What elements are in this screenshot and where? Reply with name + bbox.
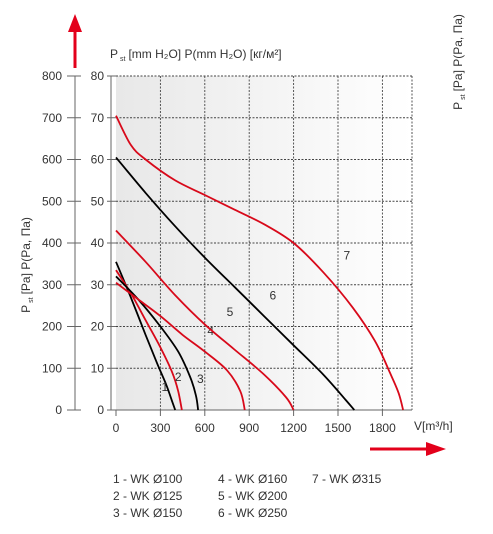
y-tick-label-mm: 70 — [91, 111, 105, 125]
y-axis-label-left: Pst[Pa] P(Pa, Па) — [19, 217, 35, 313]
y-tick-label-mm: 30 — [91, 278, 105, 292]
y-tick-label-mm: 80 — [91, 69, 105, 83]
y-axis-ticks: 0 0 100 10 200 20 300 30 400 40 500 50 600 60 700 70 800… — [42, 69, 116, 417]
curve-wk-4 — [115, 281, 246, 411]
curve-label-3: 3 — [197, 372, 204, 386]
y-tick-label-mm: 10 — [91, 361, 105, 375]
y-tick-label-pa: 400 — [42, 236, 62, 250]
y-tick-label-pa: 800 — [42, 69, 62, 83]
y-tick-label-pa: 0 — [55, 403, 62, 417]
legend-item: 4 - WK Ø160 — [218, 472, 288, 486]
x-tick-label: 300 — [150, 421, 170, 435]
curve-label-6: 6 — [270, 288, 277, 302]
curve-label-1: 1 — [161, 380, 168, 394]
y-tick-label-mm: 60 — [91, 153, 105, 167]
y-tick-label-pa: 700 — [42, 111, 62, 125]
curve-wk-5 — [115, 229, 295, 411]
y-axis-arrow-head — [68, 14, 82, 32]
curve-label-7: 7 — [344, 249, 351, 263]
x-tick-label: 0 — [113, 421, 120, 435]
legend-item: 6 - WK Ø250 — [218, 506, 288, 520]
y-axis-label-right: Pst[Pa] P(Pa, Па) — [451, 14, 467, 110]
x-tick-label: 1800 — [369, 421, 396, 435]
y-tick-label-mm: 0 — [97, 403, 104, 417]
x-axis-label: V[m³/h] — [414, 419, 453, 433]
legend-item: 1 - WK Ø100 — [113, 472, 183, 486]
y-tick-label-pa: 500 — [42, 194, 62, 208]
legend-item: 5 - WK Ø200 — [218, 489, 288, 503]
y-tick-label-pa: 600 — [42, 153, 62, 167]
curve-label-2: 2 — [175, 370, 182, 384]
curve-wk-7 — [115, 115, 404, 411]
curve-wk-6 — [115, 156, 355, 411]
y-tick-label-pa: 200 — [42, 320, 62, 334]
legend-item: 3 - WK Ø150 — [113, 506, 183, 520]
legend: 1 - WK Ø100 2 - WK Ø125 3 - WK Ø150 4 - … — [113, 472, 382, 520]
y-tick-label-mm: 40 — [91, 236, 105, 250]
legend-item: 7 - WK Ø315 — [312, 472, 382, 486]
y-tick-label-mm: 20 — [91, 320, 105, 334]
x-tick-label: 1200 — [280, 421, 307, 435]
y-tick-label-mm: 50 — [91, 194, 105, 208]
x-tick-label: 1500 — [325, 421, 352, 435]
curve-label-5: 5 — [227, 305, 234, 319]
x-tick-label: 900 — [239, 421, 259, 435]
curve-wk-1 — [115, 261, 177, 411]
y-tick-label-pa: 100 — [42, 361, 62, 375]
y-tick-label-pa: 300 — [42, 278, 62, 292]
legend-item: 2 - WK Ø125 — [113, 489, 183, 503]
x-axis-arrow-head — [426, 442, 446, 456]
x-tick-label: 600 — [195, 421, 215, 435]
x-axis-ticks: 0 300 600 900 1200 1500 1800 — [113, 409, 412, 435]
